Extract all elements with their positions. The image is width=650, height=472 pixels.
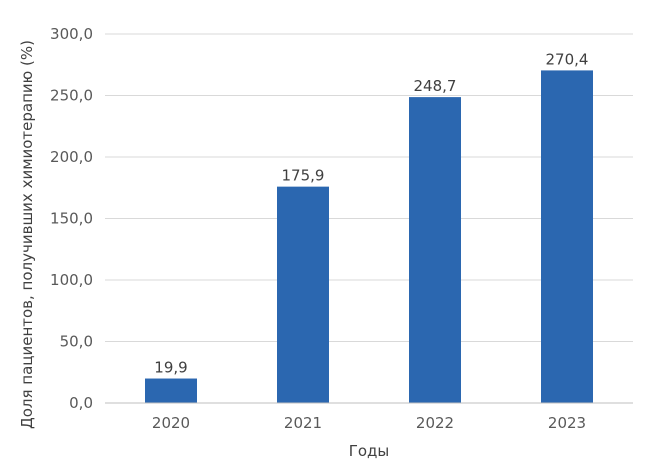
y-tick-label: 100,0 — [50, 271, 93, 289]
bar-2020 — [145, 378, 197, 403]
data-label-2020: 19,9 — [154, 359, 187, 377]
bars — [145, 70, 593, 404]
x-tick-label-2020: 2020 — [152, 414, 190, 432]
y-tick-label: 200,0 — [50, 148, 93, 166]
y-tick-label: 0,0 — [69, 394, 93, 412]
x-tick-label-2021: 2021 — [284, 414, 322, 432]
x-axis-title: Годы — [349, 442, 390, 460]
bar-2022 — [409, 97, 461, 403]
bar-2023 — [541, 70, 593, 404]
y-tick-label: 250,0 — [50, 87, 93, 105]
y-tick-label: 300,0 — [50, 25, 93, 43]
x-tick-label-2022: 2022 — [416, 414, 454, 432]
y-axis-title: Доля пациентов, получивших химиотерапию … — [18, 40, 36, 429]
y-axis-ticks: 0,0 50,0 100,0 150,0 200,0 250,0 300,0 — [50, 25, 93, 412]
x-axis-ticks: 2020 2021 2022 2023 — [152, 414, 586, 432]
bar-2021 — [277, 186, 329, 403]
data-label-2022: 248,7 — [414, 77, 457, 95]
data-label-2023: 270,4 — [546, 50, 589, 68]
data-labels: 19,9 175,9 248,7 270,4 — [154, 50, 588, 376]
x-tick-label-2023: 2023 — [548, 414, 586, 432]
y-tick-label: 150,0 — [50, 210, 93, 228]
data-label-2021: 175,9 — [282, 167, 325, 185]
y-tick-label: 50,0 — [60, 333, 93, 351]
